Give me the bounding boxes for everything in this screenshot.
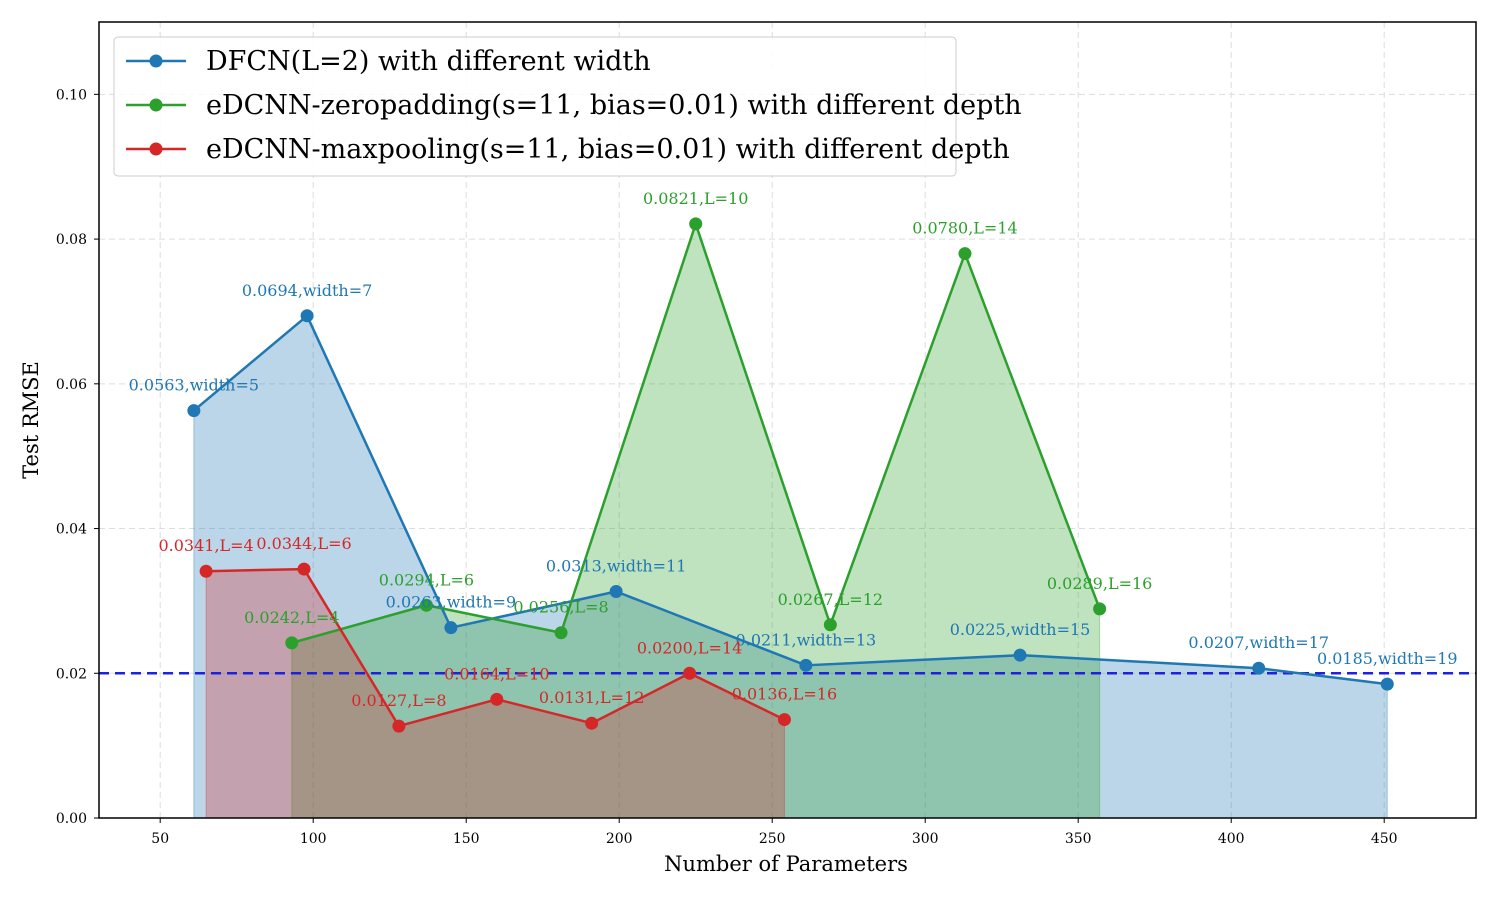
- x-axis-label: Number of Parameters: [664, 852, 908, 876]
- data-label: 0.0694,width=7: [242, 281, 372, 300]
- legend-label: eDCNN-maxpooling(s=11, bias=0.01) with d…: [206, 134, 1010, 165]
- data-label: 0.0289,L=16: [1047, 574, 1152, 593]
- data-point: [1093, 602, 1107, 616]
- legend-marker: [149, 142, 163, 156]
- data-point: [199, 564, 213, 578]
- data-point: [689, 217, 703, 231]
- data-label: 0.0821,L=10: [643, 189, 748, 208]
- data-label: 0.0294,L=6: [379, 570, 474, 589]
- legend-label: DFCN(L=2) with different width: [206, 46, 651, 77]
- data-label: 0.0780,L=14: [912, 219, 1017, 238]
- data-label: 0.0256,L=8: [513, 598, 608, 617]
- data-point: [585, 716, 599, 730]
- legend: DFCN(L=2) with different width eDCNN-zero…: [113, 36, 1022, 177]
- data-point: [958, 247, 972, 261]
- data-label: 0.0341,L=4: [158, 536, 253, 555]
- data-label: 0.0211,width=13: [736, 630, 877, 649]
- x-tick-label: 450: [1371, 831, 1398, 847]
- data-label: 0.0267,L=12: [778, 590, 883, 609]
- data-label: 0.0127,L=8: [351, 691, 446, 710]
- data-label: 0.0563,width=5: [129, 376, 259, 395]
- data-label: 0.0313,width=11: [546, 557, 687, 576]
- data-labels: 0.0563,width=5 0.0694,width=7 0.0263,width…: [129, 189, 1458, 710]
- x-tick-label: 100: [300, 831, 327, 847]
- data-label: 0.0131,L=12: [539, 688, 644, 707]
- data-point: [300, 309, 314, 323]
- x-tick-label: 400: [1218, 831, 1245, 847]
- data-point: [297, 562, 311, 576]
- data-label: 0.0136,L=16: [732, 685, 837, 704]
- data-point: [392, 719, 406, 733]
- data-point: [683, 666, 697, 680]
- data-point: [1013, 648, 1027, 662]
- series-points: [187, 217, 1394, 733]
- data-point: [554, 626, 568, 640]
- y-tick-label: 0.08: [56, 232, 87, 248]
- x-tick-label: 150: [453, 831, 480, 847]
- legend-marker: [149, 98, 163, 112]
- data-label: 0.0185,width=19: [1317, 649, 1458, 668]
- data-label: 0.0242,L=4: [244, 608, 339, 627]
- y-axis-ticks: 0.00 0.02 0.04 0.06 0.08 0.10: [56, 87, 99, 827]
- data-point: [187, 404, 201, 418]
- x-tick-label: 350: [1065, 831, 1092, 847]
- y-axis-label: Test RMSE: [19, 361, 43, 479]
- x-tick-label: 50: [151, 831, 169, 847]
- y-tick-label: 0.00: [56, 811, 87, 827]
- legend-box: [113, 36, 957, 177]
- data-point: [490, 692, 504, 706]
- data-label: 0.0263,width=9: [386, 593, 516, 612]
- y-tick-label: 0.04: [56, 522, 87, 538]
- x-axis-ticks: 50 100 150 200 250 300 350 400 450: [151, 818, 1398, 847]
- data-label: 0.0344,L=6: [256, 534, 351, 553]
- data-point: [823, 618, 837, 632]
- x-tick-label: 250: [759, 831, 786, 847]
- data-point: [1252, 661, 1266, 675]
- data-label: 0.0200,L=14: [637, 638, 742, 657]
- data-point: [609, 585, 623, 599]
- x-tick-label: 300: [912, 831, 939, 847]
- data-point: [285, 636, 299, 650]
- series-line-0: [193, 314, 1388, 686]
- data-point: [799, 658, 813, 672]
- data-point: [1380, 677, 1394, 691]
- y-tick-label: 0.10: [56, 87, 87, 103]
- y-tick-label: 0.06: [56, 377, 87, 393]
- data-label: 0.0164,L=10: [444, 664, 549, 683]
- x-tick-label: 200: [606, 831, 633, 847]
- data-label: 0.0207,width=17: [1188, 633, 1329, 652]
- plot-frame: [98, 21, 1477, 819]
- legend-marker: [149, 54, 163, 68]
- data-point: [777, 713, 791, 727]
- y-tick-label: 0.02: [56, 666, 87, 682]
- legend-label: eDCNN-zeropadding(s=11, bias=0.01) with …: [206, 90, 1022, 121]
- data-point: [419, 598, 433, 612]
- data-point: [444, 621, 458, 635]
- data-label: 0.0225,width=15: [950, 620, 1091, 639]
